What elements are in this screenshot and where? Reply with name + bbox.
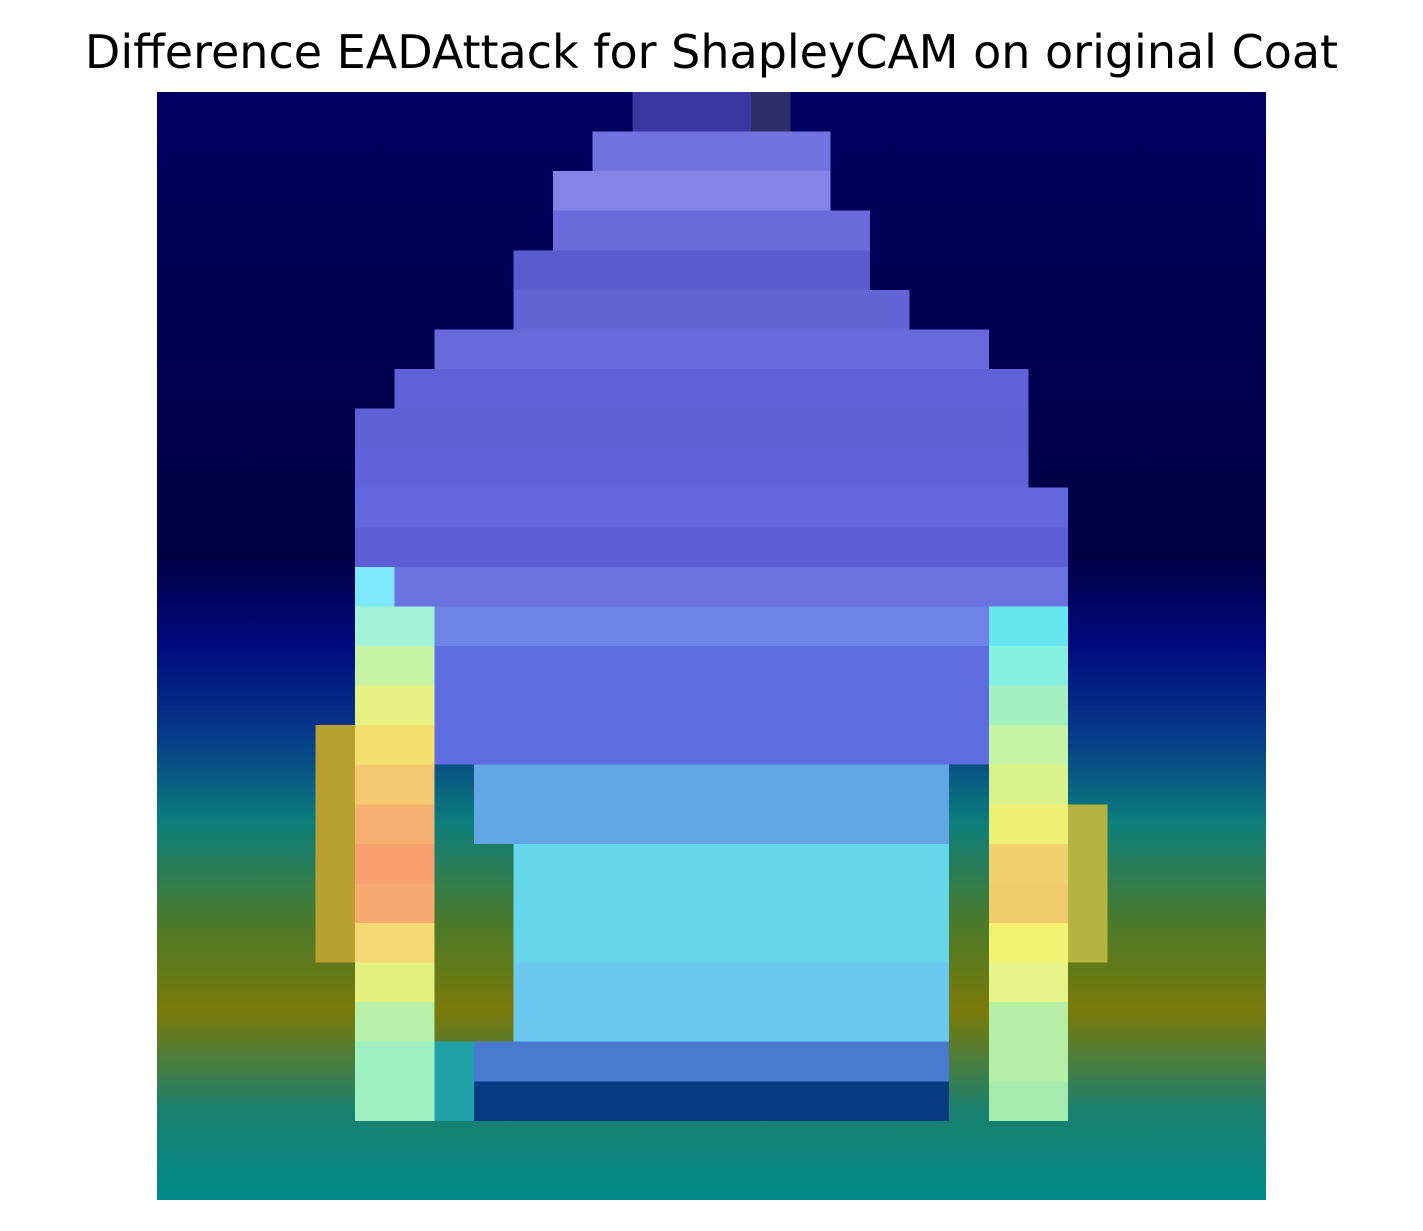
heatmap-image <box>157 92 1266 1200</box>
image-title: Difference EADAttack for ShapleyCAM on o… <box>84 25 1339 79</box>
heatmap-grid <box>157 92 1266 1200</box>
